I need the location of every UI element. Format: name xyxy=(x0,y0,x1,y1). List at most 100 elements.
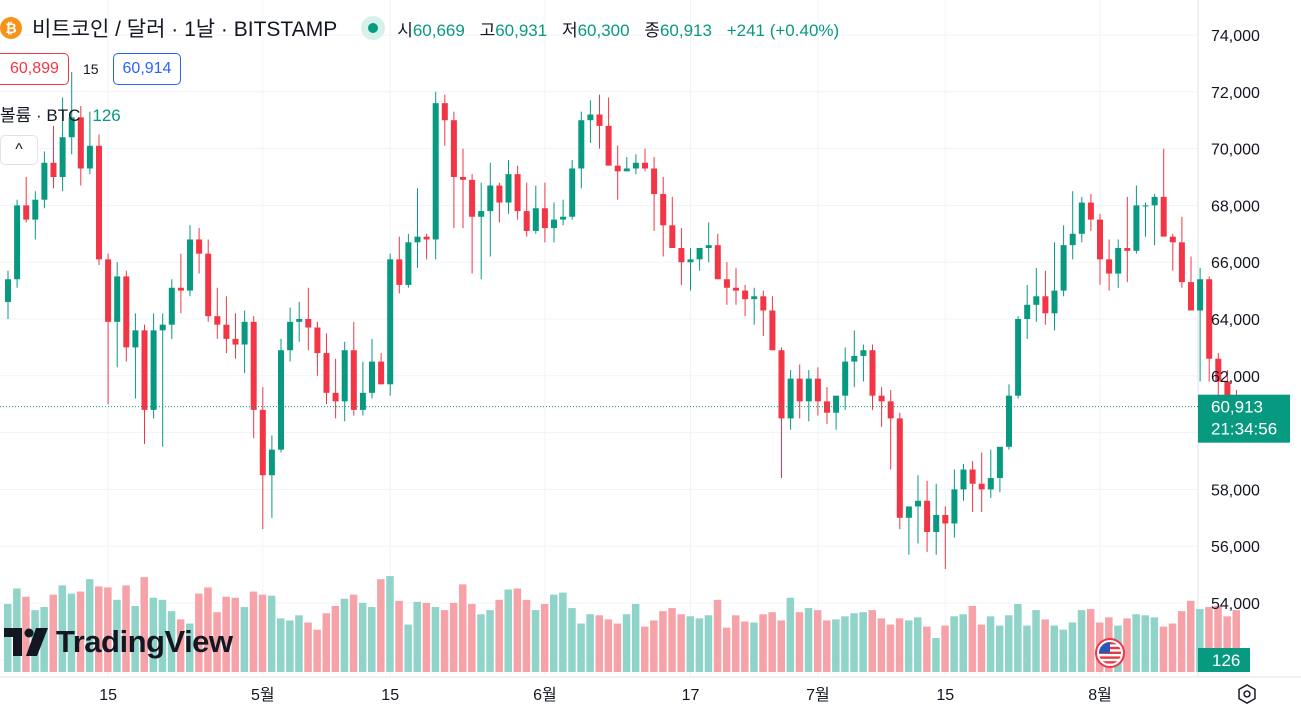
volume-bar xyxy=(586,614,594,672)
volume-bar xyxy=(477,614,485,672)
volume-bar xyxy=(613,623,622,672)
candle-body xyxy=(1033,296,1040,305)
volume-bar xyxy=(395,600,403,672)
symbol-title[interactable]: 비트코인 / 달러 · 1날 · BITSTAMP xyxy=(32,18,338,41)
candle-body xyxy=(678,248,685,263)
volume-bar xyxy=(1077,610,1086,672)
close-value: 60,913 xyxy=(659,20,712,40)
candle-body xyxy=(496,185,503,203)
candle-body xyxy=(1060,245,1067,291)
candle-body xyxy=(405,242,412,285)
price-tick-label: 72,000 xyxy=(1211,85,1260,102)
countdown-label: 21:34:56 xyxy=(1211,420,1277,439)
sell-button[interactable]: 60,899 xyxy=(0,53,69,85)
collapse-legend-button[interactable]: ^ xyxy=(0,135,38,165)
open-value: 60,669 xyxy=(412,20,465,40)
candle-body xyxy=(14,205,21,280)
last-price-badge xyxy=(1198,394,1290,443)
candle-body xyxy=(1069,233,1076,246)
candle-body xyxy=(578,120,585,169)
candle-body xyxy=(241,321,248,345)
tradingview-icon xyxy=(4,628,48,656)
volume-bar xyxy=(750,622,758,672)
volume-bar xyxy=(195,593,203,672)
us-flag-icon[interactable] xyxy=(1092,638,1128,668)
volume-bar xyxy=(686,616,694,672)
candle-body xyxy=(887,401,894,419)
price-tick-label: 74,000 xyxy=(1211,28,1260,45)
volume-bar xyxy=(1150,617,1159,672)
candle-body xyxy=(523,211,530,231)
market-status-icon[interactable] xyxy=(361,16,386,40)
volume-bar xyxy=(67,593,76,672)
volume-bar xyxy=(950,616,958,672)
price-candles xyxy=(5,71,1240,569)
volume-bar xyxy=(368,607,376,672)
candle-body xyxy=(760,296,767,311)
volume-bar xyxy=(267,595,276,672)
candle-body xyxy=(323,353,330,393)
volume-bar xyxy=(313,629,321,672)
candle-body xyxy=(942,514,949,524)
candle-body xyxy=(223,324,230,339)
buy-button[interactable]: 60,914 xyxy=(112,53,182,85)
volume-bar xyxy=(49,594,57,672)
candle-body xyxy=(851,355,858,362)
candle-body xyxy=(77,117,84,169)
price-tick-label: 56,000 xyxy=(1211,539,1260,556)
settings-gear-icon[interactable] xyxy=(1236,683,1258,705)
candle-body xyxy=(596,114,603,126)
volume-bar xyxy=(304,622,312,672)
candle-body xyxy=(842,361,849,396)
candle-body xyxy=(432,103,439,240)
candle-body xyxy=(878,395,885,402)
volume-bar xyxy=(459,584,467,672)
candle-body xyxy=(1224,381,1231,399)
volume-bar xyxy=(1214,606,1222,672)
candle-body xyxy=(696,248,703,260)
volume-bar xyxy=(131,606,139,672)
volume-bar xyxy=(76,591,85,672)
candle-body xyxy=(860,350,867,356)
candle-body xyxy=(605,125,612,166)
volume-bar xyxy=(568,608,576,672)
volume-bar xyxy=(604,619,613,672)
candle-body xyxy=(669,225,676,248)
chevron-up-icon: ^ xyxy=(15,141,23,158)
time-axis[interactable]: 15 5월 15 6월 17 7월 15 8월 xyxy=(99,686,1112,704)
volume-bar xyxy=(804,608,813,672)
candle-body xyxy=(1051,290,1058,314)
candle-body xyxy=(751,296,758,300)
candle-body xyxy=(159,324,166,331)
volume-bar xyxy=(295,615,303,672)
volume-bar xyxy=(777,620,785,672)
candle-body xyxy=(232,338,239,345)
candle-body xyxy=(23,205,30,220)
volume-bar xyxy=(932,637,940,672)
candle-body xyxy=(1215,358,1222,382)
volume-bar xyxy=(631,603,640,672)
volume-bar xyxy=(113,599,121,672)
candle-body xyxy=(1133,205,1140,251)
candle-body xyxy=(305,319,312,328)
candle-body xyxy=(705,245,712,248)
volume-bar xyxy=(349,594,358,672)
candle-body xyxy=(1124,248,1131,251)
candle-body xyxy=(896,418,903,518)
candle-body xyxy=(205,253,212,317)
candle-body xyxy=(41,162,48,200)
candle-body xyxy=(1078,202,1085,234)
volume-bar xyxy=(1123,618,1131,672)
price-axis[interactable]: 74,000 72,000 70,000 68,000 66,000 64,000 62,0… xyxy=(1198,28,1290,672)
candle-body xyxy=(614,165,621,172)
candle-body xyxy=(59,137,66,177)
volume-bar xyxy=(1132,614,1140,672)
volume-bar xyxy=(1041,619,1049,672)
tradingview-logo[interactable]: TradingView xyxy=(4,624,233,660)
volume-bar xyxy=(959,614,967,672)
price-tick-label: 64,000 xyxy=(1211,312,1260,329)
candle-body xyxy=(1206,279,1213,359)
candle-body xyxy=(1015,319,1022,396)
candle-body xyxy=(1106,259,1113,274)
